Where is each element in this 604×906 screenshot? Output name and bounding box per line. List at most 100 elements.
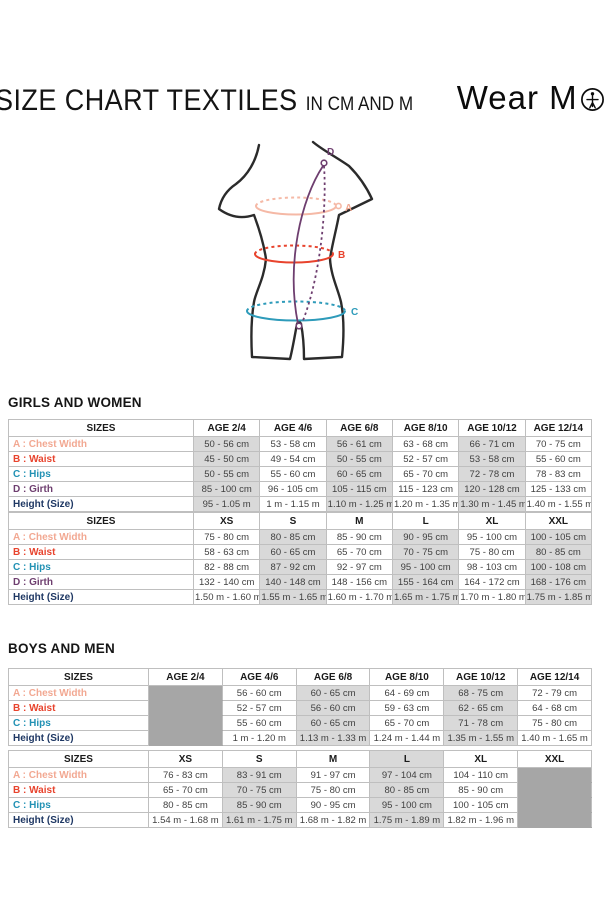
row-label: Height (Size) (8, 812, 149, 828)
sizes-corner-header: SIZES (8, 668, 149, 686)
size-cell: 65 - 70 cm (391, 466, 460, 482)
row-label: A : Chest Width (8, 685, 149, 701)
size-cell: 1.50 m - 1.60 m (192, 589, 261, 605)
size-cell: 65 - 70 cm (369, 715, 445, 731)
size-cell: 64 - 69 cm (369, 685, 445, 701)
row-label: C : Hips (8, 797, 149, 813)
row-label: B : Waist (8, 544, 194, 560)
size-cell: 92 - 97 cm (325, 559, 393, 575)
table-row: A : Chest Width 76 - 83 cm 83 - 91 cm 91 - … (8, 767, 592, 783)
label-a: A (345, 203, 352, 214)
size-cell: 56 - 60 cm (295, 700, 371, 716)
boys-letter-size-table: SIZES XS S M L XL XXL A : Chest Width 76 - 83 cm… (8, 750, 592, 828)
size-cell: 70 - 75 cm (221, 782, 297, 798)
size-cell (148, 685, 223, 701)
size-cell: 95 - 1.05 m (192, 496, 261, 512)
size-cell: 75 - 80 cm (458, 544, 526, 560)
size-cell: 95 - 100 cm (458, 529, 526, 545)
size-cell: 56 - 60 cm (221, 685, 297, 701)
table-row: C : Hips 50 - 55 cm 55 - 60 cm 60 - 65 cm 65… (8, 466, 593, 482)
chest-measure-line (255, 196, 342, 216)
size-cell: 1.75 m - 1.89 m (369, 812, 445, 828)
size-cell: 1.24 m - 1.44 m (369, 730, 445, 746)
size-cell: 1.65 m - 1.75 m (391, 589, 460, 605)
page-title: SIZE CHART TEXTILES (0, 84, 298, 117)
size-cell: 76 - 83 cm (148, 767, 223, 783)
girls-letter-size-table: SIZES XS S M L XL XXL A : Chest Width 75 - 80 cm… (8, 512, 593, 605)
size-cell: 85 - 90 cm (325, 529, 393, 545)
size-cell: 85 - 90 cm (443, 782, 519, 798)
size-cell: 1.60 m - 1.70 m (325, 589, 393, 605)
brand-logo: Wear M i (457, 76, 604, 120)
size-cell: 72 - 79 cm (517, 685, 592, 701)
size-cell: 45 - 50 cm (192, 451, 261, 467)
row-label: D : Girth (8, 481, 194, 497)
size-cell: 71 - 78 cm (443, 715, 519, 731)
size-cell: 59 - 63 cm (369, 700, 445, 716)
size-cell: 53 - 58 cm (458, 451, 526, 467)
size-cell: 87 - 92 cm (259, 559, 327, 575)
size-cell: 90 - 95 cm (391, 529, 460, 545)
column-header: AGE 6/8 (325, 419, 393, 437)
size-cell: 62 - 65 cm (443, 700, 519, 716)
size-cell: 1.40 m - 1.65 m (517, 730, 592, 746)
column-header: AGE 10/12 (458, 419, 526, 437)
column-header: M (295, 750, 371, 768)
size-cell: 1.61 m - 1.75 m (221, 812, 297, 828)
label-c: C (351, 307, 358, 318)
size-cell: 90 - 95 cm (295, 797, 371, 813)
column-header: AGE 4/6 (259, 419, 327, 437)
size-cell: 50 - 56 cm (192, 436, 261, 452)
size-cell: 91 - 97 cm (295, 767, 371, 783)
sizes-corner-header: SIZES (8, 419, 194, 437)
size-cell: 97 - 104 cm (369, 767, 445, 783)
row-label: A : Chest Width (8, 436, 194, 452)
size-cell: 80 - 85 cm (259, 529, 327, 545)
page-header: SIZE CHART TEXTILES IN CM AND M (0, 84, 413, 118)
size-cell: 100 - 105 cm (524, 529, 593, 545)
hips-measure-line (246, 300, 346, 322)
row-label: Height (Size) (8, 730, 149, 746)
size-cell: 148 - 156 cm (325, 574, 393, 590)
table-row: A : Chest Width 56 - 60 cm 60 - 65 cm 64 - … (8, 685, 592, 701)
size-cell: 75 - 80 cm (517, 715, 592, 731)
table-row: C : Hips 80 - 85 cm 85 - 90 cm 90 - 95 cm 95… (8, 797, 592, 813)
column-header: AGE 8/10 (391, 419, 460, 437)
column-header: L (369, 750, 445, 768)
size-cell: 80 - 85 cm (369, 782, 445, 798)
row-label: A : Chest Width (8, 767, 149, 783)
size-cell: 1.10 m - 1.25 m (325, 496, 393, 512)
row-label: C : Hips (8, 559, 194, 575)
size-cell: 55 - 60 cm (259, 466, 327, 482)
size-cell: 1.40 m - 1.55 m (524, 496, 593, 512)
column-header: XXL (524, 512, 593, 530)
size-cell: 55 - 60 cm (221, 715, 297, 731)
size-cell: 82 - 88 cm (192, 559, 261, 575)
row-label: C : Hips (8, 715, 149, 731)
column-header: S (259, 512, 327, 530)
brand-logo-text-left: Wear M (456, 79, 578, 116)
table-row: B : Waist 58 - 63 cm 60 - 65 cm 65 - 70 cm 7… (8, 544, 593, 560)
size-cell: 95 - 100 cm (391, 559, 460, 575)
column-header: L (391, 512, 460, 530)
column-header: AGE 10/12 (443, 668, 519, 686)
size-cell: 65 - 70 cm (325, 544, 393, 560)
row-label: Height (Size) (8, 496, 194, 512)
column-header: XL (443, 750, 519, 768)
size-cell: 1.54 m - 1.68 m (148, 812, 223, 828)
size-cell: 55 - 60 cm (524, 451, 593, 467)
table-row: A : Chest Width 75 - 80 cm 80 - 85 cm 85 - … (8, 529, 593, 545)
label-d: D (327, 147, 334, 158)
column-header: AGE 12/14 (517, 668, 592, 686)
table-row: Height (Size) 1.54 m - 1.68 m 1.61 m - 1.7… (8, 812, 592, 828)
table-row: D : Girth 85 - 100 cm 96 - 105 cm 105 - 115… (8, 481, 593, 497)
column-header: XXL (517, 750, 592, 768)
size-cell (148, 730, 223, 746)
size-cell (517, 812, 592, 828)
size-cell: 140 - 148 cm (259, 574, 327, 590)
column-header: AGE 8/10 (369, 668, 445, 686)
table-row: B : Waist 45 - 50 cm 49 - 54 cm 50 - 55 cm 5… (8, 451, 593, 467)
size-cell: 1.68 m - 1.82 m (295, 812, 371, 828)
column-header: S (221, 750, 297, 768)
